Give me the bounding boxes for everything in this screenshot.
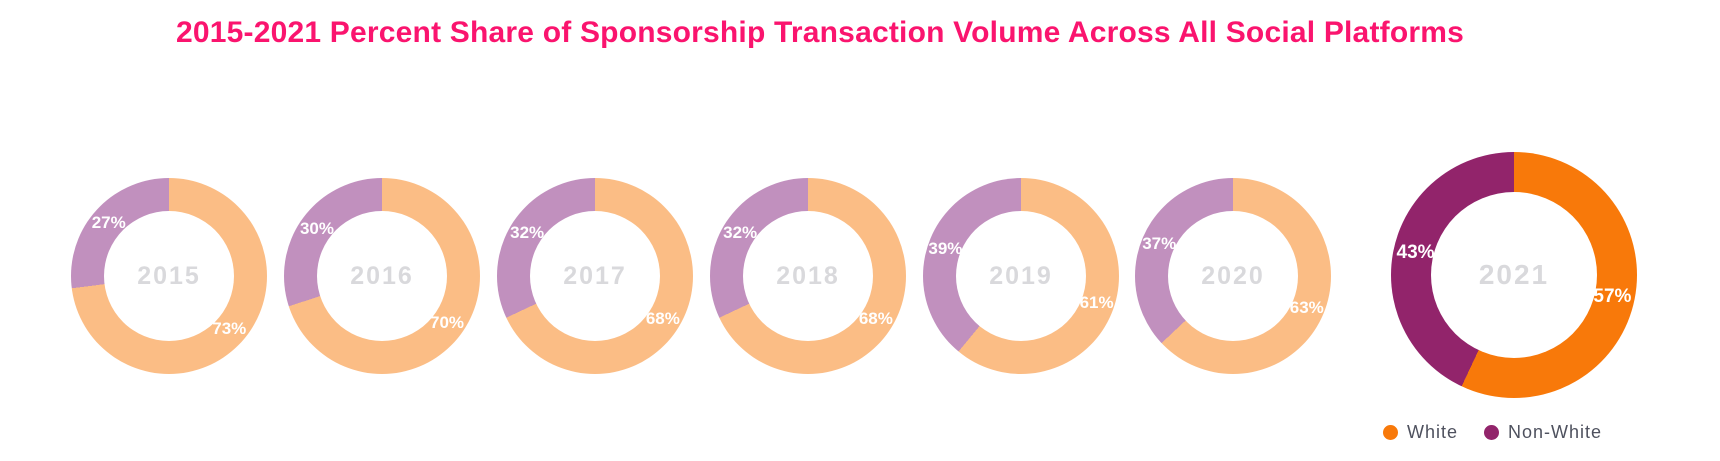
- pct-label-non-white: 43%: [1396, 241, 1435, 263]
- donut-year-label: 2017: [563, 261, 627, 290]
- pct-label-white: 70%: [429, 313, 465, 333]
- donut-hole: 2016: [317, 211, 447, 341]
- pct-label-non-white: 37%: [1142, 234, 1177, 254]
- legend-label-non-white: Non-White: [1508, 422, 1603, 442]
- legend-dot-white-icon: [1383, 425, 1398, 440]
- donut-year-label: 2021: [1478, 259, 1550, 290]
- pct-label-non-white: 27%: [91, 212, 126, 232]
- donut-year-label: 2020: [1201, 261, 1265, 290]
- pct-label-non-white: 32%: [723, 222, 758, 242]
- donut-2015: 2015 73% 27%: [71, 178, 267, 374]
- pct-label-white: 61%: [1079, 293, 1114, 313]
- pct-label-non-white: 32%: [510, 222, 545, 242]
- pct-label-white: 68%: [645, 309, 680, 329]
- donut-year-label: 2019: [989, 261, 1053, 290]
- donut-2016: 2016 70% 30%: [284, 178, 480, 374]
- donut-2018: 2018 68% 32%: [710, 178, 906, 374]
- legend-item-white: White: [1383, 422, 1458, 443]
- donut-hole: 2017: [530, 211, 660, 341]
- donut-year-label: 2016: [350, 261, 414, 290]
- donut-hole: 2021: [1431, 192, 1597, 358]
- donut-hole: 2020: [1168, 211, 1298, 341]
- pct-label-white: 73%: [212, 319, 247, 339]
- donut-2017: 2017 68% 32%: [497, 178, 693, 374]
- pct-label-non-white: 30%: [299, 218, 334, 238]
- pct-label-white: 68%: [858, 309, 893, 329]
- donut-hole: 2015: [104, 211, 234, 341]
- chart-title: 2015-2021 Percent Share of Sponsorship T…: [176, 16, 1464, 49]
- donut-year-label: 2018: [776, 261, 840, 290]
- donut-2020: 2020 63% 37%: [1135, 178, 1331, 374]
- pct-label-non-white: 39%: [928, 238, 963, 258]
- legend-item-non-white: Non-White: [1484, 422, 1602, 443]
- legend-dot-non-white-icon: [1484, 425, 1500, 440]
- donut-2019: 2019 61% 39%: [923, 178, 1119, 374]
- donut-2021: 2021 57% 43%: [1391, 152, 1637, 398]
- donut-hole: 2018: [743, 211, 873, 341]
- donut-year-label: 2015: [137, 261, 201, 290]
- donut-hole: 2019: [956, 211, 1086, 341]
- legend-label-white: White: [1407, 422, 1459, 442]
- legend: White Non-White: [1383, 422, 1602, 443]
- pct-label-white: 57%: [1593, 286, 1632, 307]
- pct-label-white: 63%: [1289, 297, 1324, 317]
